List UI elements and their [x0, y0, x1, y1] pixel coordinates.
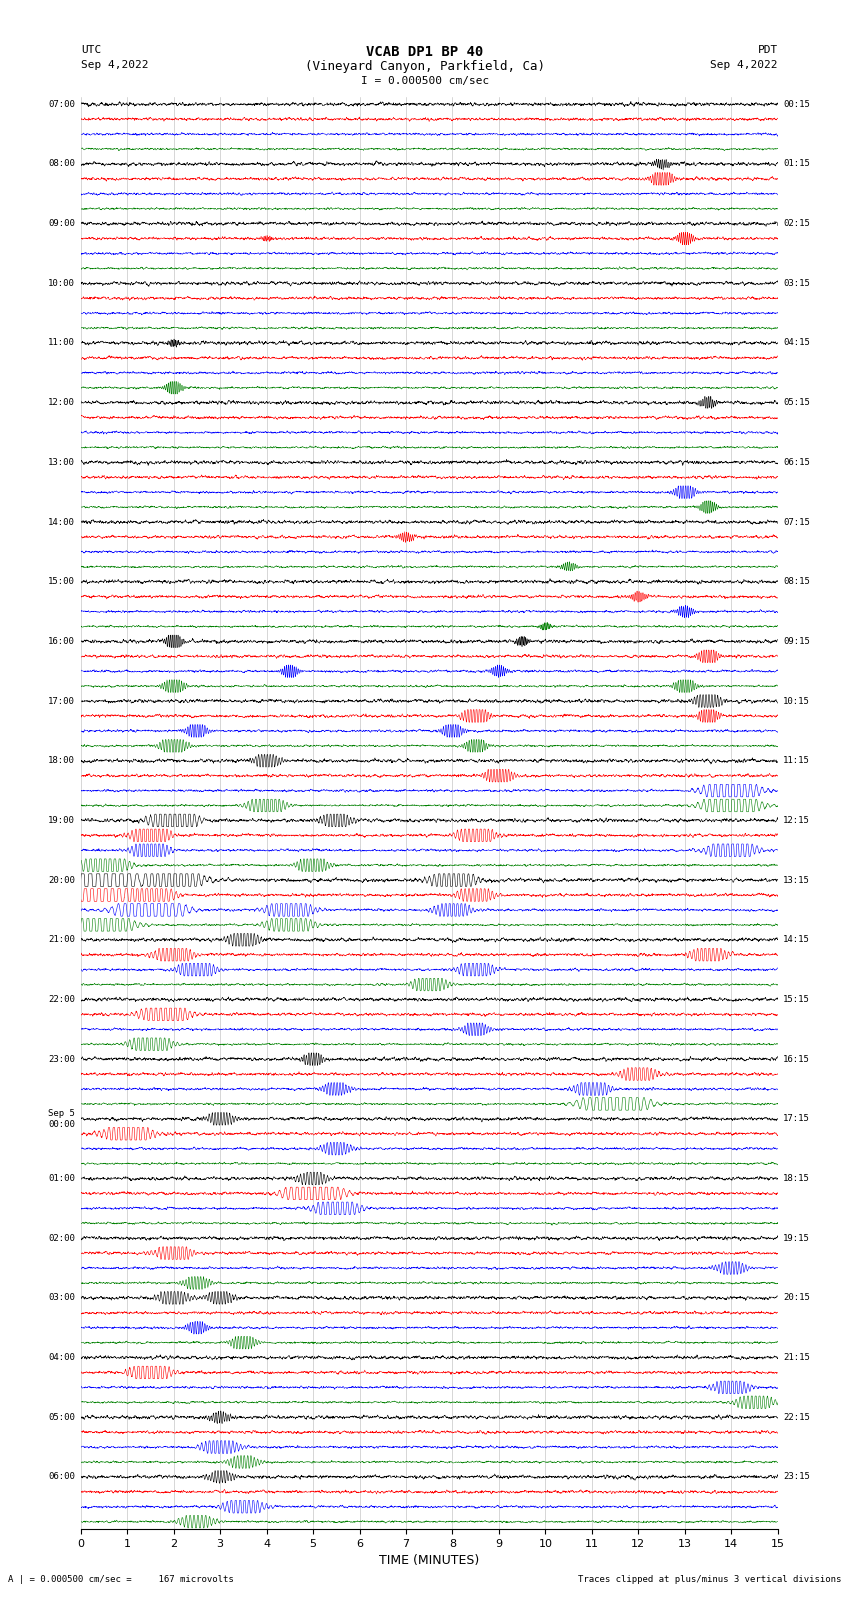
- Text: 01:00: 01:00: [48, 1174, 75, 1182]
- Text: 17:15: 17:15: [784, 1115, 810, 1123]
- Text: 06:15: 06:15: [784, 458, 810, 466]
- Text: 23:15: 23:15: [784, 1473, 810, 1481]
- Text: 00:15: 00:15: [784, 100, 810, 108]
- Text: Sep 4,2022: Sep 4,2022: [81, 60, 148, 69]
- Text: 20:15: 20:15: [784, 1294, 810, 1302]
- Text: PDT: PDT: [757, 45, 778, 55]
- Text: VCAB DP1 BP 40: VCAB DP1 BP 40: [366, 45, 484, 60]
- Text: 10:15: 10:15: [784, 697, 810, 705]
- Text: 15:15: 15:15: [784, 995, 810, 1003]
- Text: 04:00: 04:00: [48, 1353, 75, 1361]
- Text: 16:00: 16:00: [48, 637, 75, 645]
- Text: 03:15: 03:15: [784, 279, 810, 287]
- Text: Traces clipped at plus/minus 3 vertical divisions: Traces clipped at plus/minus 3 vertical …: [578, 1574, 842, 1584]
- Text: Sep 4,2022: Sep 4,2022: [711, 60, 778, 69]
- Text: 15:00: 15:00: [48, 577, 75, 586]
- Text: 12:00: 12:00: [48, 398, 75, 406]
- Text: 23:00: 23:00: [48, 1055, 75, 1063]
- Text: 02:15: 02:15: [784, 219, 810, 227]
- Text: 21:15: 21:15: [784, 1353, 810, 1361]
- Text: 11:00: 11:00: [48, 339, 75, 347]
- Text: (Vineyard Canyon, Parkfield, Ca): (Vineyard Canyon, Parkfield, Ca): [305, 60, 545, 73]
- Text: 07:00: 07:00: [48, 100, 75, 108]
- X-axis label: TIME (MINUTES): TIME (MINUTES): [379, 1555, 479, 1568]
- Text: 03:00: 03:00: [48, 1294, 75, 1302]
- Text: 05:00: 05:00: [48, 1413, 75, 1421]
- Text: 10:00: 10:00: [48, 279, 75, 287]
- Text: 18:00: 18:00: [48, 756, 75, 765]
- Text: Sep 5
00:00: Sep 5 00:00: [48, 1110, 75, 1129]
- Text: 13:15: 13:15: [784, 876, 810, 884]
- Text: 09:15: 09:15: [784, 637, 810, 645]
- Text: 22:15: 22:15: [784, 1413, 810, 1421]
- Text: 22:00: 22:00: [48, 995, 75, 1003]
- Text: 09:00: 09:00: [48, 219, 75, 227]
- Text: 16:15: 16:15: [784, 1055, 810, 1063]
- Text: UTC: UTC: [81, 45, 101, 55]
- Text: 17:00: 17:00: [48, 697, 75, 705]
- Text: 05:15: 05:15: [784, 398, 810, 406]
- Text: 19:15: 19:15: [784, 1234, 810, 1242]
- Text: A | = 0.000500 cm/sec =     167 microvolts: A | = 0.000500 cm/sec = 167 microvolts: [8, 1574, 235, 1584]
- Text: 07:15: 07:15: [784, 518, 810, 526]
- Text: 04:15: 04:15: [784, 339, 810, 347]
- Text: 08:15: 08:15: [784, 577, 810, 586]
- Text: 14:15: 14:15: [784, 936, 810, 944]
- Text: 13:00: 13:00: [48, 458, 75, 466]
- Text: 02:00: 02:00: [48, 1234, 75, 1242]
- Text: 11:15: 11:15: [784, 756, 810, 765]
- Text: 06:00: 06:00: [48, 1473, 75, 1481]
- Text: 21:00: 21:00: [48, 936, 75, 944]
- Text: 19:00: 19:00: [48, 816, 75, 824]
- Text: I = 0.000500 cm/sec: I = 0.000500 cm/sec: [361, 76, 489, 85]
- Text: 12:15: 12:15: [784, 816, 810, 824]
- Text: 20:00: 20:00: [48, 876, 75, 884]
- Text: 14:00: 14:00: [48, 518, 75, 526]
- Text: 18:15: 18:15: [784, 1174, 810, 1182]
- Text: 08:00: 08:00: [48, 160, 75, 168]
- Text: 01:15: 01:15: [784, 160, 810, 168]
